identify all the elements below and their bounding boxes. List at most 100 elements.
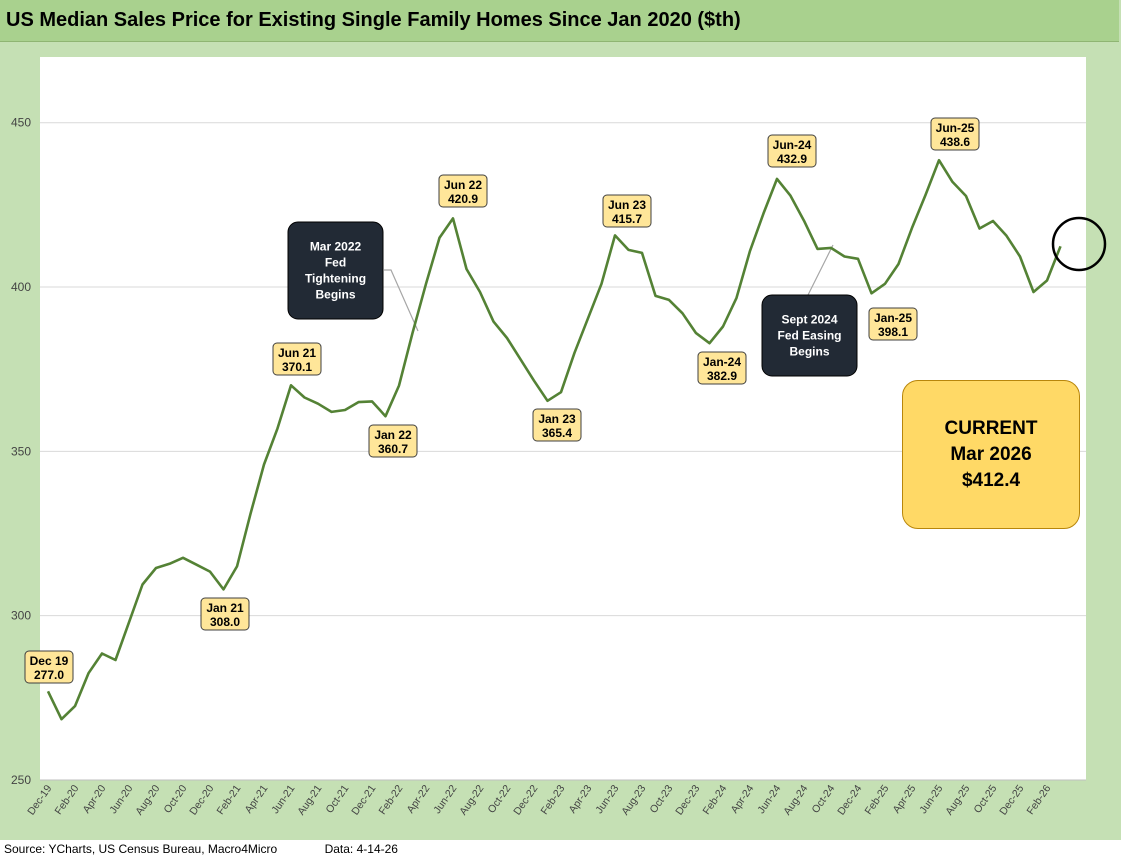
x-tick-label: Oct-22: [486, 783, 514, 816]
data-label-date: Jun-24: [773, 138, 812, 152]
x-tick-label: Oct-25: [972, 783, 1000, 816]
data-label-box: [438, 174, 488, 208]
callouts: Mar 2022 Fed Tightening Begins Sept 2024 Fed …: [287, 221, 858, 377]
x-tick-label: Apr-21: [243, 783, 271, 816]
x-tick-label: Aug-24: [781, 783, 810, 818]
y-tick-label: 350: [11, 444, 31, 458]
data-label-box: [368, 424, 418, 458]
data-label-value: 360.7: [378, 442, 408, 456]
data-label-date: Dec 19: [30, 654, 69, 668]
x-tick-label: Feb-20: [53, 783, 82, 817]
x-tick-label: Oct-20: [162, 783, 190, 816]
current-date: Mar 2026: [950, 443, 1032, 465]
x-tick-label: Feb-24: [701, 783, 730, 817]
x-tick-label: Dec-21: [349, 783, 378, 818]
x-tick-label: Feb-25: [863, 783, 892, 817]
data-label-date: Jan 21: [206, 601, 244, 615]
x-tick-label: Oct-21: [324, 783, 352, 816]
data-label-box: [272, 342, 322, 376]
y-tick-label: 300: [11, 609, 31, 623]
callout-box: [287, 221, 384, 320]
data-label-value: 420.9: [448, 192, 478, 206]
data-label-value: 382.9: [707, 369, 737, 383]
data-label-value: 438.6: [940, 135, 970, 149]
x-tick-label: Aug-20: [133, 783, 162, 818]
data-label-value: 398.1: [878, 325, 908, 339]
y-tick-label: 400: [11, 280, 31, 294]
data-label-value: 370.1: [282, 360, 312, 374]
data-label-date: Jan-24: [703, 355, 741, 369]
x-tick-label: Jun-25: [917, 783, 945, 816]
callout-text: Tightening: [305, 272, 366, 286]
x-tick-label: Dec-22: [511, 783, 540, 818]
x-tick-label: Aug-22: [457, 783, 486, 818]
x-tick-label: Apr-22: [405, 783, 433, 816]
current-value: $412.4: [961, 469, 1021, 491]
data-label-box: [930, 117, 980, 151]
title-bar: US Median Sales Price for Existing Singl…: [0, 0, 1119, 42]
x-tick-label: Aug-21: [295, 783, 324, 818]
x-tick-label: Jun-22: [431, 783, 459, 816]
x-tick-label: Aug-25: [943, 783, 972, 818]
x-tick-label: Dec-25: [997, 783, 1026, 818]
y-tick-label: 250: [11, 773, 31, 787]
x-tick-label: Feb-22: [377, 783, 406, 817]
data-label-box: [200, 597, 250, 631]
callout-leader-line: [807, 244, 834, 296]
data-label-box: [24, 650, 74, 684]
data-label-date: Jun 21: [278, 346, 316, 360]
data-label-box: [697, 351, 747, 385]
y-tick-label: 450: [11, 116, 31, 130]
data-label-box: [532, 408, 582, 442]
y-axis-ticks: 250 300 350 400 450: [11, 116, 31, 787]
data-label-box: [602, 194, 652, 228]
callout-text: Mar 2022: [310, 240, 362, 254]
x-tick-label: Oct-24: [810, 783, 838, 816]
data-label-date: Jan 22: [374, 428, 412, 442]
data-label-value: 308.0: [210, 615, 240, 629]
x-tick-label: Jun-23: [593, 783, 621, 816]
x-tick-label: Dec-23: [673, 783, 702, 818]
data-label-value: 432.9: [777, 152, 807, 166]
callout-leader-line: [384, 269, 419, 332]
x-tick-label: Dec-20: [187, 783, 216, 818]
x-tick-label: Jun-21: [269, 783, 297, 816]
series-group: [46, 158, 1062, 721]
series-line: [46, 158, 1062, 721]
x-tick-label: Apr-23: [567, 783, 595, 816]
callout-text: Fed: [325, 256, 346, 270]
data-label-value: 365.4: [542, 426, 572, 440]
x-tick-label: Dec-19: [25, 783, 54, 818]
data-label-value: 277.0: [34, 668, 64, 682]
callout-box: [761, 294, 858, 377]
chart-title: US Median Sales Price for Existing Singl…: [6, 9, 741, 31]
data-label-box: [767, 134, 817, 168]
x-tick-label: Feb-21: [215, 783, 244, 817]
x-tick-label: Apr-25: [891, 783, 919, 816]
callout: Sept 2024 Fed Easing Begins: [761, 294, 858, 377]
data-date-text: Data: 4-14-26: [324, 842, 398, 856]
data-label-date: Jun 23: [608, 198, 646, 212]
callout-text: Begins: [789, 345, 829, 359]
data-label-box: [868, 307, 918, 341]
x-tick-label: Feb-26: [1025, 783, 1054, 817]
current-value-box: CURRENT Mar 2026 $412.4: [902, 380, 1080, 529]
footer: Source: YCharts, US Census Bureau, Macro…: [4, 842, 398, 856]
x-tick-label: Apr-24: [729, 783, 757, 816]
current-point-circle: [1051, 216, 1107, 272]
data-label-date: Jun 22: [444, 178, 482, 192]
